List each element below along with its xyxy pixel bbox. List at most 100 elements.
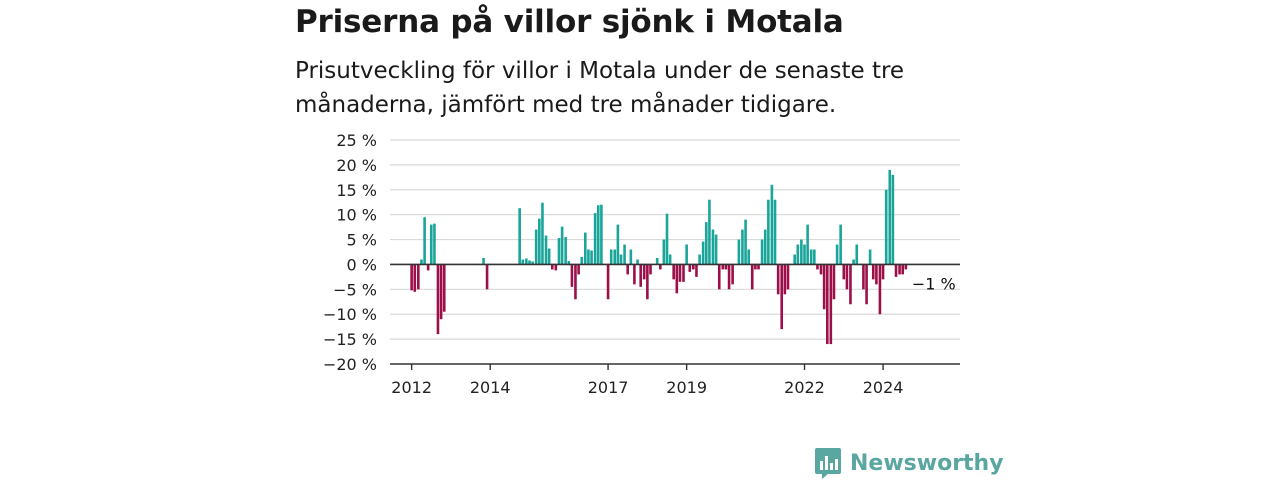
x-tick-label: 2024 bbox=[863, 378, 904, 397]
bar bbox=[819, 264, 823, 275]
bar bbox=[633, 264, 636, 285]
bar bbox=[865, 264, 868, 305]
bar bbox=[668, 254, 672, 265]
bar bbox=[760, 239, 764, 265]
bar bbox=[600, 204, 603, 265]
bar bbox=[525, 258, 528, 265]
bar bbox=[577, 264, 580, 275]
bar bbox=[433, 223, 436, 265]
bar bbox=[636, 259, 639, 265]
x-tick-label: 2022 bbox=[784, 378, 825, 397]
bar bbox=[698, 254, 701, 265]
bar bbox=[429, 224, 433, 265]
bar bbox=[773, 199, 777, 265]
bar bbox=[757, 264, 760, 270]
y-tick-label: 25 % bbox=[336, 131, 377, 150]
bar bbox=[878, 264, 882, 315]
bar bbox=[714, 234, 718, 265]
bar bbox=[518, 208, 521, 265]
bar bbox=[593, 213, 597, 265]
y-tick-label: −15 % bbox=[323, 330, 377, 349]
axes bbox=[390, 263, 960, 370]
bar bbox=[806, 224, 809, 265]
bar bbox=[583, 232, 587, 265]
last-value-label: −1 % bbox=[912, 274, 956, 293]
y-tick-label: 20 % bbox=[336, 156, 377, 175]
bar bbox=[849, 264, 852, 305]
bar bbox=[904, 264, 908, 270]
y-tick-label: 5 % bbox=[347, 231, 377, 250]
bar bbox=[426, 264, 430, 271]
bar bbox=[541, 202, 544, 265]
bar bbox=[596, 205, 600, 265]
bar bbox=[550, 264, 554, 270]
bar bbox=[417, 264, 420, 290]
bar bbox=[813, 249, 816, 265]
bar bbox=[835, 244, 839, 265]
bar bbox=[567, 260, 571, 265]
bar bbox=[485, 264, 489, 290]
bar bbox=[436, 264, 440, 335]
bar bbox=[606, 264, 610, 300]
bar bbox=[482, 257, 485, 265]
bar bbox=[574, 264, 577, 300]
bar bbox=[609, 249, 613, 265]
bar bbox=[816, 264, 819, 270]
chart-subtitle: Prisutveckling för villor i Motala under… bbox=[295, 58, 905, 118]
bar bbox=[570, 264, 574, 287]
x-tick-label: 2017 bbox=[588, 378, 629, 397]
bar bbox=[884, 189, 888, 265]
bar bbox=[898, 264, 901, 275]
bar bbox=[731, 264, 734, 285]
bar bbox=[888, 169, 892, 265]
bar bbox=[626, 264, 630, 275]
bar bbox=[580, 256, 584, 265]
bar bbox=[564, 237, 567, 265]
bar bbox=[891, 174, 895, 265]
bar bbox=[528, 260, 531, 265]
newsworthy-logo-icon bbox=[815, 448, 841, 479]
bar bbox=[688, 264, 692, 272]
bar bbox=[750, 264, 754, 290]
bar bbox=[557, 238, 561, 265]
bar bbox=[685, 244, 688, 265]
axis-labels: −20 % −15 % −10 % −5 % 0 % 5 % 10 % 15 % 20 % 25 … bbox=[323, 131, 956, 397]
bar bbox=[825, 264, 829, 345]
bar bbox=[672, 264, 675, 280]
bar bbox=[881, 264, 885, 280]
bar bbox=[662, 239, 666, 265]
y-tick-label: −10 % bbox=[323, 305, 377, 324]
bar bbox=[613, 249, 617, 265]
bar bbox=[770, 184, 774, 265]
bar bbox=[809, 249, 813, 265]
bar bbox=[423, 217, 426, 265]
bar bbox=[692, 264, 695, 270]
bars bbox=[410, 169, 908, 345]
bar bbox=[695, 264, 698, 277]
grid-lines bbox=[390, 139, 960, 340]
bar bbox=[646, 264, 649, 300]
y-tick-label: 10 % bbox=[336, 206, 377, 225]
bar bbox=[704, 222, 708, 265]
bar bbox=[659, 264, 662, 270]
bar bbox=[754, 264, 757, 270]
bar bbox=[862, 264, 865, 290]
x-tick-label: 2014 bbox=[470, 378, 511, 397]
y-tick-label: −20 % bbox=[323, 355, 377, 374]
bar bbox=[711, 229, 715, 265]
y-tick-label: 0 % bbox=[347, 255, 377, 274]
bar bbox=[747, 249, 751, 265]
bar bbox=[822, 264, 826, 310]
bar bbox=[717, 264, 721, 290]
bar bbox=[800, 239, 803, 265]
bar bbox=[616, 224, 620, 265]
bar bbox=[832, 264, 836, 300]
bar bbox=[442, 264, 446, 312]
bar bbox=[544, 235, 548, 265]
bar bbox=[623, 244, 626, 265]
bar bbox=[538, 218, 541, 265]
bar bbox=[708, 199, 711, 265]
bar bbox=[682, 264, 685, 282]
bar bbox=[724, 264, 728, 270]
